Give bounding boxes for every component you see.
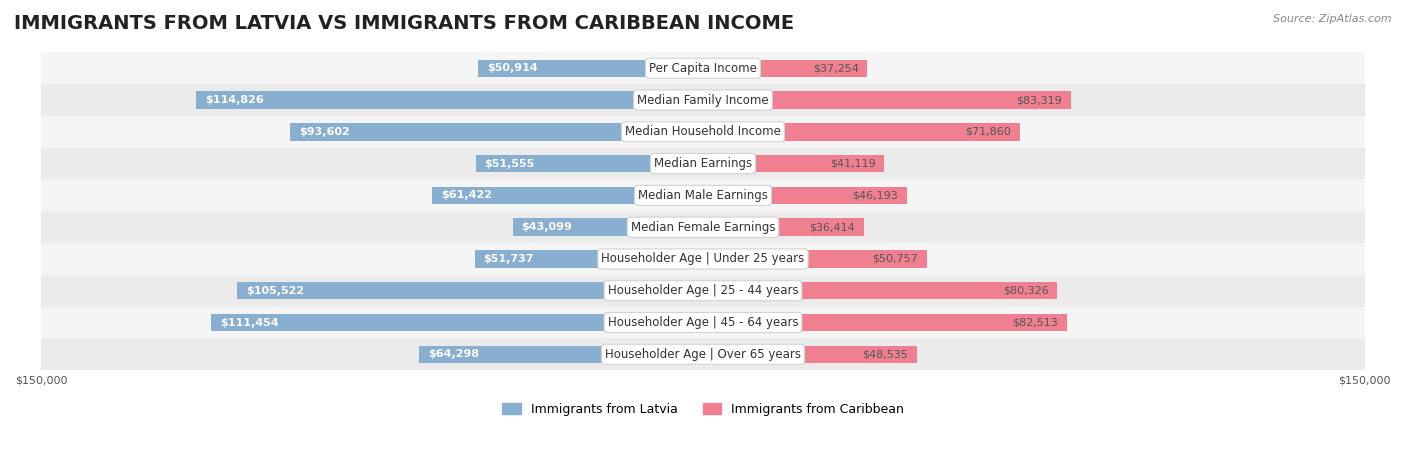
Bar [703, 282, 1057, 299]
Bar [478, 59, 703, 77]
Text: $46,193: $46,193 [852, 191, 898, 200]
Bar [41, 116, 1365, 148]
Bar [41, 179, 1365, 211]
Bar [41, 148, 1365, 179]
Text: Median Male Earnings: Median Male Earnings [638, 189, 768, 202]
Legend: Immigrants from Latvia, Immigrants from Caribbean: Immigrants from Latvia, Immigrants from … [496, 398, 910, 421]
Bar [703, 346, 917, 363]
Bar [475, 250, 703, 268]
Text: Median Female Earnings: Median Female Earnings [631, 221, 775, 234]
Bar [703, 187, 907, 204]
Text: $51,737: $51,737 [484, 254, 534, 264]
Bar [703, 59, 868, 77]
Text: $82,513: $82,513 [1012, 318, 1059, 327]
Text: $64,298: $64,298 [429, 349, 479, 359]
Text: $36,414: $36,414 [808, 222, 855, 232]
Bar [41, 307, 1365, 339]
Text: $51,555: $51,555 [485, 159, 534, 169]
Bar [238, 282, 703, 299]
Bar [419, 346, 703, 363]
Text: Median Household Income: Median Household Income [626, 125, 780, 138]
Text: $114,826: $114,826 [205, 95, 264, 105]
Text: Median Family Income: Median Family Income [637, 93, 769, 106]
Text: $105,522: $105,522 [246, 286, 305, 296]
Bar [41, 52, 1365, 84]
Bar [41, 211, 1365, 243]
Text: $71,860: $71,860 [966, 127, 1011, 137]
Text: Householder Age | 45 - 64 years: Householder Age | 45 - 64 years [607, 316, 799, 329]
Bar [41, 84, 1365, 116]
Text: Householder Age | Under 25 years: Householder Age | Under 25 years [602, 253, 804, 265]
Bar [41, 243, 1365, 275]
Text: Householder Age | 25 - 44 years: Householder Age | 25 - 44 years [607, 284, 799, 297]
Text: $83,319: $83,319 [1017, 95, 1062, 105]
Text: $80,326: $80,326 [1002, 286, 1049, 296]
Bar [703, 123, 1019, 141]
Text: Householder Age | Over 65 years: Householder Age | Over 65 years [605, 348, 801, 361]
Text: $41,119: $41,119 [830, 159, 876, 169]
Bar [475, 155, 703, 172]
Text: $50,757: $50,757 [872, 254, 918, 264]
Bar [513, 219, 703, 236]
Bar [290, 123, 703, 141]
Bar [703, 155, 884, 172]
Text: $48,535: $48,535 [862, 349, 908, 359]
Bar [703, 219, 863, 236]
Text: $111,454: $111,454 [221, 318, 278, 327]
Bar [41, 275, 1365, 307]
Bar [197, 91, 703, 109]
Text: Source: ZipAtlas.com: Source: ZipAtlas.com [1274, 14, 1392, 24]
Bar [211, 314, 703, 331]
Text: $50,914: $50,914 [488, 63, 538, 73]
Text: $37,254: $37,254 [813, 63, 859, 73]
Text: IMMIGRANTS FROM LATVIA VS IMMIGRANTS FROM CARIBBEAN INCOME: IMMIGRANTS FROM LATVIA VS IMMIGRANTS FRO… [14, 14, 794, 33]
Bar [703, 250, 927, 268]
Bar [703, 91, 1070, 109]
Text: $93,602: $93,602 [299, 127, 350, 137]
Bar [41, 339, 1365, 370]
Bar [703, 314, 1067, 331]
Bar [432, 187, 703, 204]
Text: Per Capita Income: Per Capita Income [650, 62, 756, 75]
Text: $61,422: $61,422 [441, 191, 492, 200]
Text: Median Earnings: Median Earnings [654, 157, 752, 170]
Text: $43,099: $43,099 [522, 222, 572, 232]
